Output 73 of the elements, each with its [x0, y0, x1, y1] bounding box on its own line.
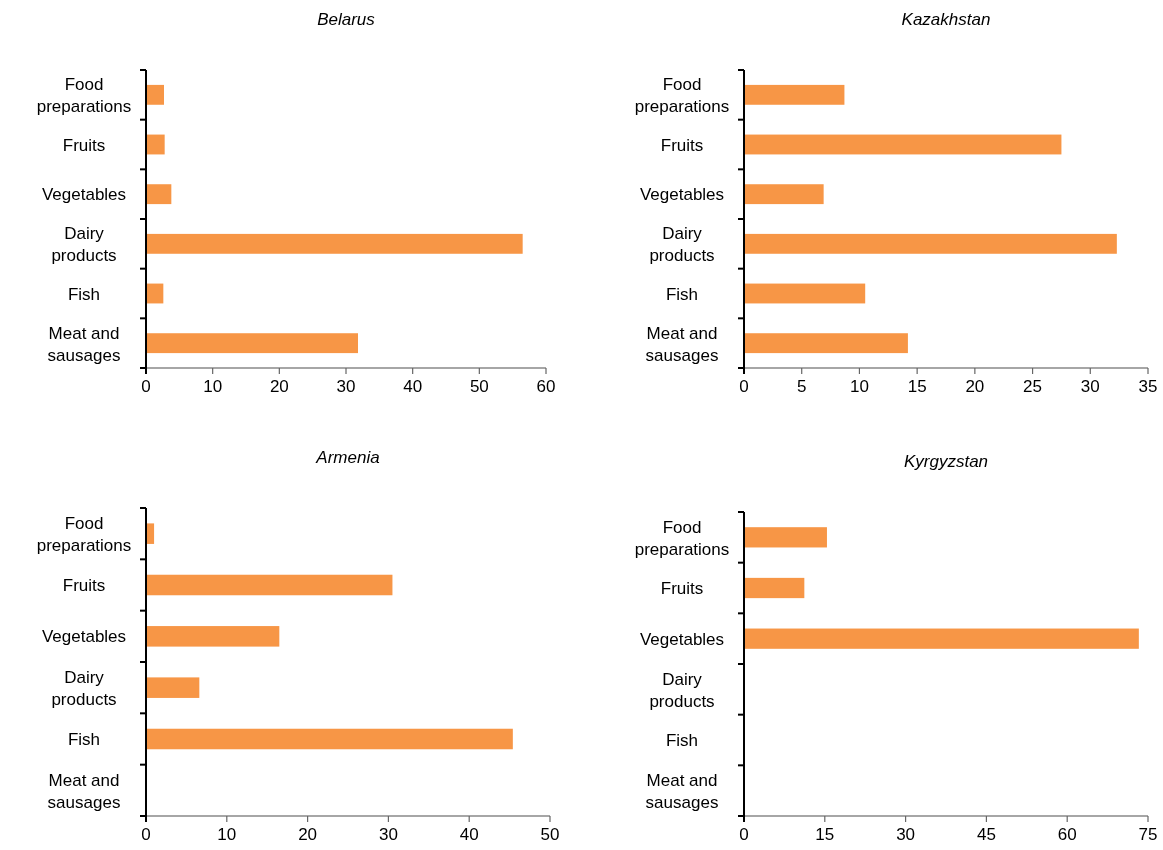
x-tick-label: 50: [469, 377, 489, 396]
y-tick-label: Fish: [67, 284, 101, 304]
y-tick-label: Food preparations: [634, 75, 730, 117]
y-tick-label: Fruits: [62, 576, 106, 595]
y-tick-label: Vegetables: [41, 185, 127, 205]
y-tick-label: Food preparations: [634, 517, 730, 559]
y-tick-label: Meat and sausages: [645, 323, 719, 365]
bar: [744, 233, 1117, 254]
bar: [744, 527, 827, 548]
y-tick-label: Meat and sausages: [645, 771, 719, 813]
x-tick-label: 35: [1138, 377, 1158, 396]
y-tick-label: Fish: [665, 731, 699, 750]
x-tick-label: 40: [459, 825, 479, 844]
y-tick-label: Meat and sausages: [47, 323, 121, 365]
y-tick-label: Fruits: [660, 579, 704, 598]
bar: [744, 577, 805, 599]
y-tick-label: Fruits: [62, 135, 106, 155]
y-tick-label: Vegetables: [639, 185, 725, 205]
bar: [744, 333, 908, 354]
y-tick-label: Fruits: [660, 135, 704, 155]
y-tick-label: Meat and sausages: [47, 770, 121, 812]
bar: [146, 728, 513, 750]
bar: [744, 283, 866, 304]
x-tick-label: 0: [141, 825, 151, 844]
x-tick-label: 50: [540, 825, 560, 844]
y-tick-label: Dairy products: [51, 224, 117, 266]
y-tick-label: Fish: [67, 730, 101, 749]
chart-title: Belarus: [317, 10, 376, 29]
bar: [146, 626, 280, 647]
bar: [146, 574, 393, 596]
bar: [146, 184, 172, 205]
bar: [744, 84, 845, 105]
bar: [744, 628, 1139, 649]
y-tick-label: Dairy products: [649, 224, 715, 266]
chart-title: Kyrgyzstan: [903, 452, 989, 471]
x-tick-label: 20: [965, 377, 985, 396]
x-tick-label: 10: [849, 377, 869, 396]
chart-title: Armenia: [315, 448, 380, 467]
x-tick-label: 45: [976, 825, 996, 844]
y-tick-label: Food preparations: [36, 514, 132, 556]
bar: [146, 233, 523, 254]
bar: [146, 134, 165, 155]
x-tick-label: 30: [336, 377, 356, 396]
x-tick-label: 25: [1023, 377, 1043, 396]
x-tick-label: 20: [269, 377, 289, 396]
y-tick-label: Dairy products: [51, 668, 117, 710]
bar: [146, 84, 164, 105]
x-tick-label: 30: [896, 825, 916, 844]
x-tick-label: 10: [203, 377, 223, 396]
x-tick-label: 40: [403, 377, 423, 396]
y-tick-label: Vegetables: [41, 627, 127, 647]
y-tick-label: Food preparations: [36, 75, 132, 117]
x-tick-label: 0: [739, 377, 749, 396]
x-tick-label: 0: [739, 825, 749, 844]
chart-title: Kazakhstan: [901, 10, 991, 29]
y-tick-label: Dairy products: [649, 669, 715, 711]
x-tick-label: 5: [796, 377, 807, 396]
x-tick-label: 0: [141, 377, 151, 396]
x-tick-label: 10: [217, 825, 237, 844]
x-tick-label: 60: [1057, 825, 1077, 844]
bar: [146, 677, 200, 698]
y-tick-label: Vegetables: [639, 629, 725, 649]
bar: [146, 333, 358, 354]
y-tick-label: Fish: [665, 284, 699, 304]
x-tick-label: 75: [1138, 825, 1158, 844]
x-tick-label: 15: [815, 825, 835, 844]
x-tick-label: 15: [907, 377, 927, 396]
x-tick-label: 30: [378, 825, 398, 844]
x-tick-label: 60: [536, 377, 556, 396]
bar: [744, 134, 1062, 155]
x-tick-label: 20: [298, 825, 318, 844]
bar: [744, 184, 824, 205]
x-tick-label: 30: [1080, 377, 1100, 396]
